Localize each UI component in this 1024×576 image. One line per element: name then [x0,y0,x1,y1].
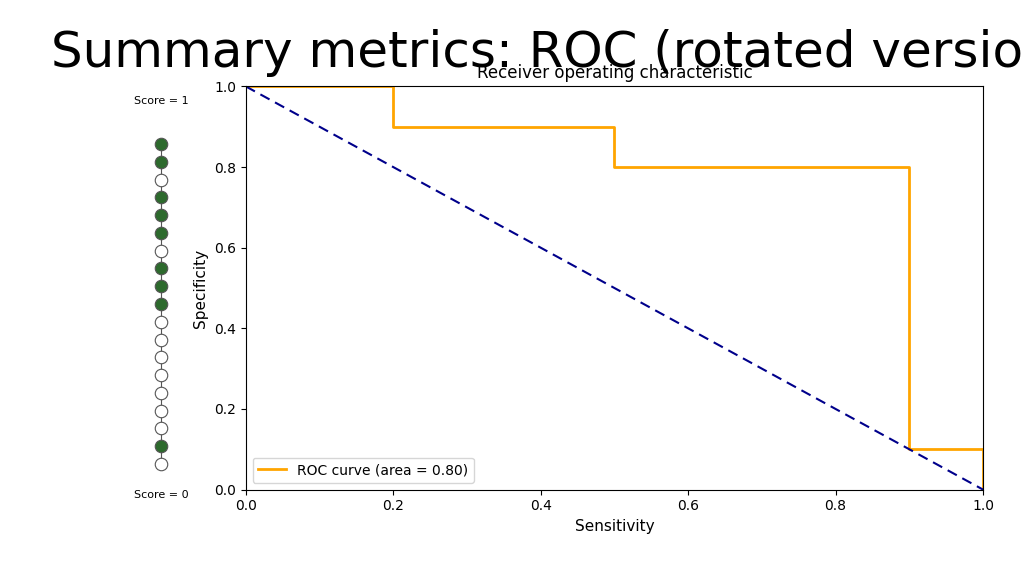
Legend: ROC curve (area = 0.80): ROC curve (area = 0.80) [253,457,474,483]
ROC curve (area = 0.80) [240,83,252,90]
ROC curve (area = 0.80) [608,123,621,130]
ROC curve (area = 0.80) [903,446,915,453]
ROC curve (area = 0.80) [387,123,399,130]
Text: Summary metrics: ROC (rotated version): Summary metrics: ROC (rotated version) [51,29,1024,77]
Title: Receiver operating characteristic: Receiver operating characteristic [476,64,753,82]
ROC curve (area = 0.80) [608,164,621,170]
Y-axis label: Specificity: Specificity [194,248,209,328]
X-axis label: Sensitivity: Sensitivity [574,519,654,534]
ROC curve (area = 0.80) [387,83,399,90]
ROC curve (area = 0.80) [977,446,989,453]
Line: ROC curve (area = 0.80): ROC curve (area = 0.80) [246,86,983,490]
Text: Score = 1: Score = 1 [134,96,188,105]
Text: Score = 0: Score = 0 [134,490,188,499]
ROC curve (area = 0.80) [977,486,989,493]
ROC curve (area = 0.80) [240,83,252,90]
ROC curve (area = 0.80) [903,164,915,170]
